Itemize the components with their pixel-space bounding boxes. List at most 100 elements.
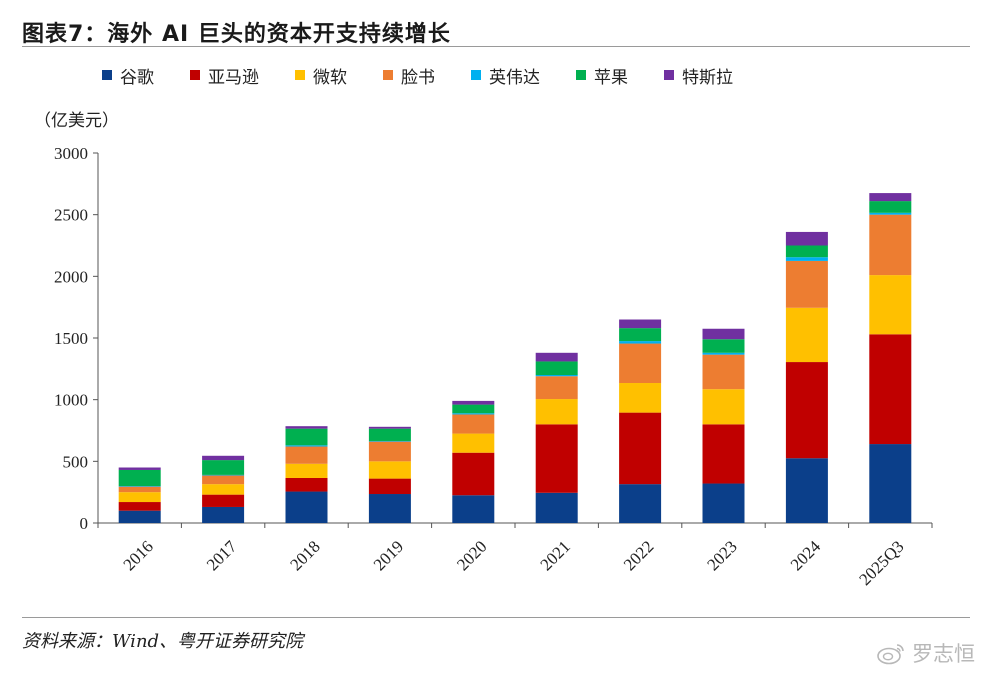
x-tick-label: 2023 <box>703 537 740 574</box>
bar-segment <box>702 483 745 523</box>
bar-segment <box>452 414 495 434</box>
y-tick-label: 3000 <box>54 144 88 163</box>
bar-segment <box>619 343 662 384</box>
bar-segment <box>785 245 828 258</box>
y-tick-label: 500 <box>63 452 89 471</box>
bar-segment <box>285 445 328 447</box>
x-tick-label: 2021 <box>537 537 574 574</box>
legend-label: 谷歌 <box>120 67 154 88</box>
bar-segment <box>368 494 411 523</box>
bar-segment <box>202 475 245 485</box>
bar-segment <box>535 375 578 377</box>
watermark: 罗志恒 <box>876 638 975 668</box>
legend-swatch <box>190 70 200 80</box>
bar-segment <box>202 494 245 507</box>
legend-swatch <box>383 70 393 80</box>
bar-segment <box>869 334 912 445</box>
bar-segment <box>285 426 328 429</box>
bar-segment <box>535 424 578 493</box>
watermark-text: 罗志恒 <box>912 642 975 666</box>
weibo-icon <box>877 644 904 665</box>
bar-segment <box>785 257 828 261</box>
bar-segment <box>118 502 161 511</box>
bar-segment <box>702 424 745 484</box>
bar-segment <box>452 404 495 414</box>
bar-segment <box>535 376 578 400</box>
x-tick-label: 2016 <box>120 537 157 574</box>
legend-item-facebook: 脸书 <box>383 64 435 88</box>
bar-segment <box>702 339 745 353</box>
bar-segment <box>619 412 662 485</box>
bar-segment <box>785 307 828 363</box>
legend-label: 特斯拉 <box>682 67 733 88</box>
bar-segment <box>452 433 495 453</box>
y-tick-label: 2000 <box>54 267 88 286</box>
bar-segment <box>785 231 828 246</box>
x-tick-label: 2020 <box>453 537 490 574</box>
bar-segment <box>118 486 161 487</box>
bar-segment <box>619 319 662 329</box>
source-divider <box>22 617 970 618</box>
legend-label: 脸书 <box>401 67 435 88</box>
bar-segment <box>452 452 495 496</box>
bar-segment <box>202 455 245 461</box>
bar-segment <box>202 474 245 476</box>
bar-segment <box>452 400 495 405</box>
bar-segment <box>869 212 912 215</box>
legend-item-microsoft: 微软 <box>295 64 347 88</box>
bar-segment <box>619 328 662 342</box>
y-tick-label: 2500 <box>54 206 88 225</box>
y-axis-unit-label: （亿美元） <box>34 111 119 131</box>
bar-segment <box>285 446 328 464</box>
bar-segment <box>368 428 411 441</box>
bar-segment <box>619 383 662 413</box>
legend-swatch <box>102 70 112 80</box>
chart-title: 图表7：海外 AI 巨头的资本开支持续增长 <box>22 22 451 47</box>
y-tick-label: 1500 <box>54 329 88 348</box>
bar-segment <box>869 201 912 213</box>
bar-segment <box>118 486 161 493</box>
legend-swatch <box>576 70 586 80</box>
bar-segment <box>869 193 912 202</box>
legend-label: 微软 <box>313 67 347 88</box>
bar-segment <box>202 506 245 523</box>
bar-segment <box>452 495 495 523</box>
bar-segment <box>702 352 745 355</box>
bar-segment <box>285 463 328 478</box>
x-tick-label: 2019 <box>370 537 407 574</box>
bar-segment <box>368 441 411 462</box>
bar-segment <box>785 260 828 308</box>
bar-segment <box>368 440 411 442</box>
bar-segment <box>702 354 745 390</box>
x-tick-label: 2025Q3 <box>855 537 907 589</box>
legend-swatch <box>295 70 305 80</box>
bar-segment <box>619 341 662 344</box>
bar-segment <box>368 461 411 479</box>
source-note: 资料来源：Wind、粤开证券研究院 <box>22 631 304 652</box>
legend-item-nvidia: 英伟达 <box>471 64 540 88</box>
legend-item-tesla: 特斯拉 <box>664 64 733 88</box>
x-tick-label: 2017 <box>203 537 241 575</box>
bar-segment <box>285 428 328 446</box>
bar-segment <box>368 478 411 495</box>
bar-segment <box>452 413 495 415</box>
bar-segment <box>619 484 662 523</box>
bar-segment <box>869 275 912 335</box>
bar-segment <box>118 492 161 503</box>
legend-label: 苹果 <box>594 67 628 88</box>
bar-segment <box>285 477 328 492</box>
x-tick-label: 2022 <box>620 537 657 574</box>
bar-segment <box>785 362 828 459</box>
bar-segment <box>869 214 912 276</box>
bar-segment <box>285 491 328 523</box>
legend-swatch <box>664 70 674 80</box>
chart-legend: 谷歌 亚马逊 微软 脸书 英伟达 苹果 特斯拉 <box>102 64 769 88</box>
y-tick-label: 1000 <box>54 391 88 410</box>
bar-segment <box>702 328 745 340</box>
bar-segment <box>535 492 578 523</box>
legend-label: 亚马逊 <box>208 67 259 88</box>
bar-segment <box>869 444 912 523</box>
legend-swatch <box>471 70 481 80</box>
x-tick-label: 2024 <box>787 537 825 575</box>
